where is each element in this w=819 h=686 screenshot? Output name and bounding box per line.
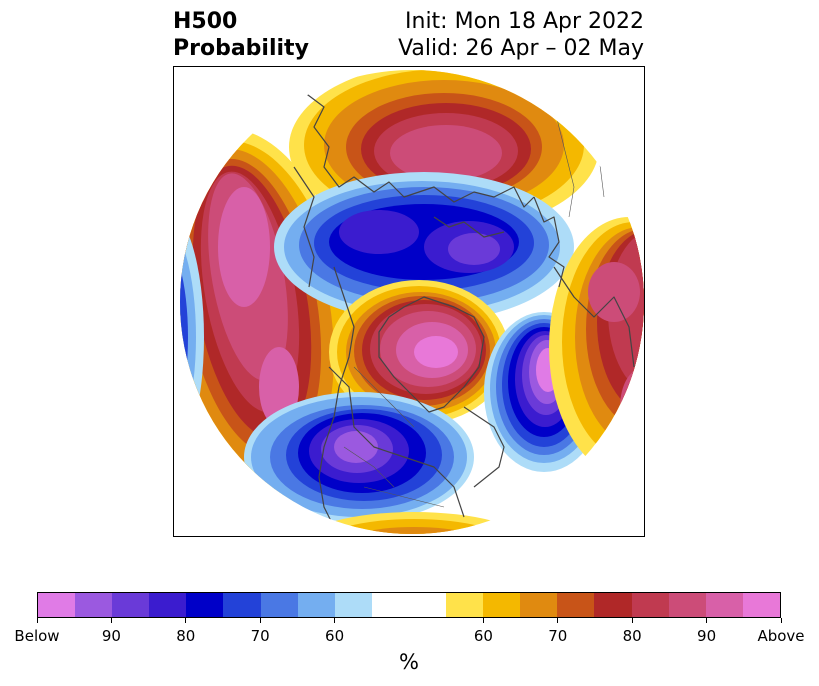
- colorbar-tick-label: Above: [757, 627, 805, 645]
- colorbar-segment: [668, 593, 706, 617]
- colorbar-segment: [742, 593, 780, 617]
- colorbar-tick: [36, 618, 38, 623]
- colorbar-segment: [260, 593, 298, 617]
- anomaly-below-central-us: [244, 392, 474, 522]
- chart-title-right: Init: Mon 18 Apr 2022 Valid: 26 Apr – 02…: [398, 8, 644, 62]
- colorbar-tick-label: 60: [473, 627, 493, 645]
- title-product: Probability: [173, 36, 309, 61]
- colorbar-tick: [706, 618, 708, 623]
- colorbar-segment: [149, 593, 187, 617]
- colorbar-segment: [297, 593, 335, 617]
- colorbar-tick: [482, 618, 484, 623]
- colorbar-unit-label: %: [399, 650, 419, 674]
- colorbar-segment: [483, 593, 521, 617]
- colorbar-segment: [557, 593, 595, 617]
- colorbar-segment: [520, 593, 558, 617]
- colorbar: [37, 592, 781, 618]
- colorbar-tick-label: 60: [325, 627, 345, 645]
- colorbar-segment: [38, 593, 76, 617]
- colorbar-segment: [371, 593, 447, 617]
- anomaly-above-east: [549, 217, 644, 477]
- colorbar-tick-label: 80: [176, 627, 196, 645]
- colorbar-segment: [631, 593, 669, 617]
- colorbar-tick: [259, 618, 261, 623]
- colorbar-segment: [594, 593, 632, 617]
- colorbar-segment: [186, 593, 224, 617]
- colorbar-segment: [705, 593, 743, 617]
- probability-map: [173, 66, 645, 537]
- anomaly-below-arctic: [274, 172, 574, 322]
- colorbar-segment: [223, 593, 261, 617]
- colorbar-tick-label: 90: [101, 627, 121, 645]
- chart-title-left: H500 Probability: [173, 8, 309, 62]
- colorbar-tick: [557, 618, 559, 623]
- colorbar-segment: [446, 593, 484, 617]
- title-variable: H500: [173, 9, 238, 34]
- colorbar-segment: [334, 593, 372, 617]
- colorbar-tick: [780, 618, 782, 623]
- colorbar-tick: [185, 618, 187, 623]
- colorbar-tick-label: 80: [622, 627, 642, 645]
- colorbar-tick: [334, 618, 336, 623]
- title-init-date: Init: Mon 18 Apr 2022: [405, 9, 644, 34]
- coastlines: [293, 91, 635, 528]
- colorbar-tick: [631, 618, 633, 623]
- colorbar-tick-label: 70: [548, 627, 568, 645]
- map-svg: [180, 70, 644, 534]
- colorbar-tick-label: 70: [250, 627, 270, 645]
- colorbar-segment: [112, 593, 150, 617]
- colorbar-tick-label: Below: [14, 627, 60, 645]
- colorbar-segment: [75, 593, 113, 617]
- anomaly-above-greenland: [329, 280, 509, 424]
- colorbar-tick-label: 90: [697, 627, 717, 645]
- colorbar-tick: [110, 618, 112, 623]
- title-valid-range: Valid: 26 Apr – 02 May: [398, 36, 644, 61]
